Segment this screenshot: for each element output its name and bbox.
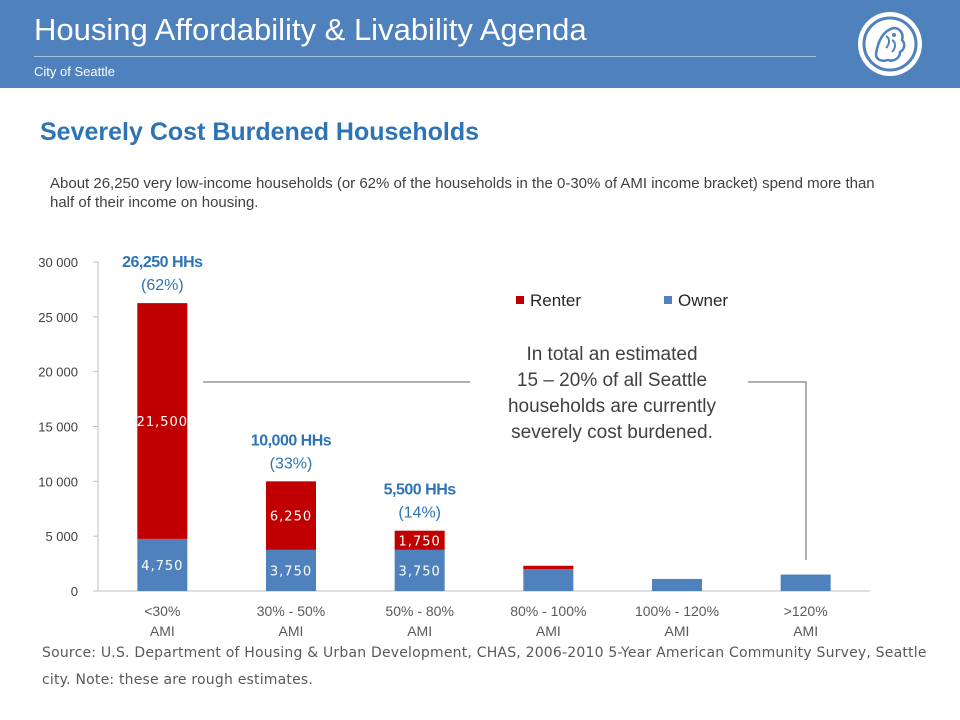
x-tick-label: 30% - 50% bbox=[257, 603, 325, 619]
legend-label-owner: Owner bbox=[678, 291, 728, 310]
stacked-bar-chart: 0 5 000 10 000 15 000 20 000 25 000 30 000 21,5… bbox=[38, 254, 870, 639]
y-tick-label: 10 000 bbox=[38, 474, 78, 489]
intro-text: About 26,250 very low-income households … bbox=[50, 175, 875, 211]
legend-swatch-renter bbox=[516, 296, 524, 304]
legend-swatch-owner bbox=[664, 296, 672, 304]
x-tick-label: AMI bbox=[793, 623, 818, 639]
annotation-text: severely cost burdened. bbox=[511, 422, 713, 443]
x-tick-label: AMI bbox=[665, 623, 690, 639]
y-tick-label: 20 000 bbox=[38, 365, 78, 380]
y-tick-label: 25 000 bbox=[38, 310, 78, 325]
annotation-text: 15 – 20% of all Seattle bbox=[517, 370, 707, 391]
bar-owner bbox=[394, 549, 445, 591]
y-tick-label: 0 bbox=[71, 584, 78, 599]
x-tick-label: >120% bbox=[784, 603, 828, 619]
data-label-owner: 3,750 bbox=[399, 564, 441, 579]
data-label-owner: 3,750 bbox=[270, 564, 312, 579]
bar-renter bbox=[266, 481, 316, 550]
annotation-text: In total an estimated bbox=[526, 344, 697, 365]
y-tick-label: 5 000 bbox=[45, 529, 78, 544]
x-tick-label: AMI bbox=[279, 623, 304, 639]
header-title: Housing Affordability & Livability Agend… bbox=[34, 12, 587, 47]
bar-total-label: 5,500 HHs bbox=[384, 482, 457, 499]
bar-total-label: 26,250 HHs bbox=[122, 254, 203, 271]
data-label-renter: 1,750 bbox=[399, 534, 441, 549]
x-tick-label: <30% bbox=[144, 603, 180, 619]
legend-label-renter: Renter bbox=[530, 291, 581, 310]
bar-owner bbox=[652, 578, 702, 591]
source-note: Source: U.S. Department of Housing & Urb… bbox=[42, 645, 927, 688]
seattle-seal-icon bbox=[858, 12, 922, 76]
slide-header: Housing Affordability & Livability Agend… bbox=[0, 0, 960, 88]
x-tick-label: 100% - 120% bbox=[635, 603, 719, 619]
annotation-connector-right bbox=[748, 381, 807, 560]
x-tick-label: AMI bbox=[150, 623, 175, 639]
bar-renter bbox=[394, 530, 445, 550]
slide-title: Severely Cost Burdened Households bbox=[40, 118, 480, 146]
bar-total-percent: (62%) bbox=[141, 277, 184, 294]
y-tick-label: 30 000 bbox=[38, 255, 78, 270]
data-label-renter: 21,500 bbox=[137, 415, 189, 430]
bar-owner bbox=[780, 574, 831, 591]
x-tick-label: 80% - 100% bbox=[510, 603, 586, 619]
bar-total-label: 10,000 HHs bbox=[251, 432, 332, 449]
y-tick-label: 15 000 bbox=[38, 420, 78, 435]
x-tick-label: AMI bbox=[407, 623, 432, 639]
bar-renter bbox=[523, 565, 574, 570]
bar-renter bbox=[137, 303, 188, 539]
header-divider bbox=[34, 56, 816, 57]
bar-owner bbox=[137, 538, 188, 591]
header-subtitle: City of Seattle bbox=[34, 64, 115, 79]
x-tick-label: 50% - 80% bbox=[385, 603, 453, 619]
annotation-text: households are currently bbox=[508, 396, 717, 417]
x-tick-label: AMI bbox=[536, 623, 561, 639]
bar-total-percent: (14%) bbox=[398, 505, 441, 522]
bar-owner bbox=[266, 549, 316, 591]
data-label-renter: 6,250 bbox=[270, 510, 312, 525]
data-label-owner: 4,750 bbox=[141, 559, 183, 574]
bar-owner bbox=[523, 569, 574, 591]
bar-total-percent: (33%) bbox=[270, 455, 313, 472]
